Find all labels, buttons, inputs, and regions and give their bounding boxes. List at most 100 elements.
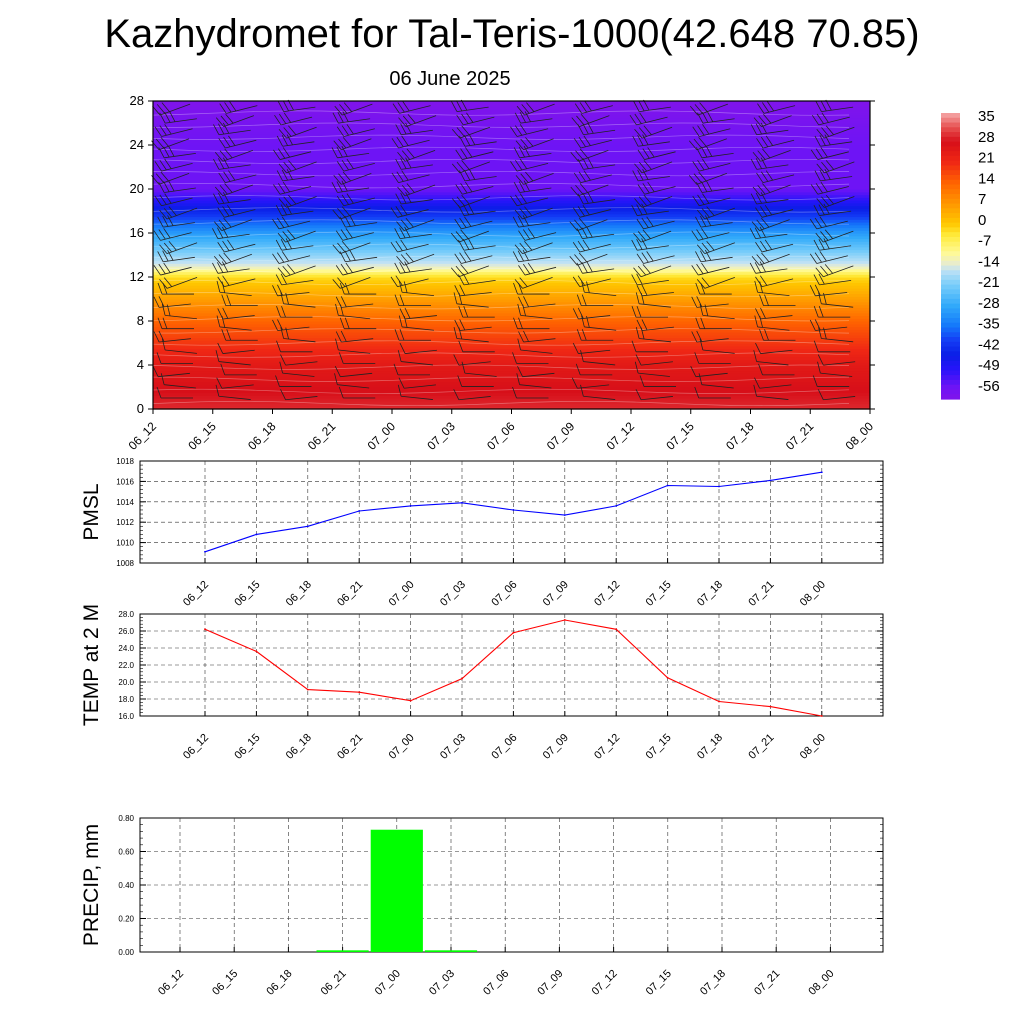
barb-flag — [273, 184, 281, 195]
colorbar-label: 35 — [978, 108, 995, 125]
barb-flag — [463, 306, 469, 318]
wind-barb — [570, 183, 609, 197]
barb-flag — [340, 229, 348, 240]
barb-shaft — [280, 116, 313, 126]
barb-shaft — [397, 243, 429, 253]
barb-flag — [400, 204, 408, 216]
colorbar-swatch — [941, 151, 960, 157]
colorbar-label: 28 — [978, 129, 995, 146]
barb-flag — [760, 307, 766, 319]
barb-flag — [515, 140, 524, 150]
heatmap-band — [153, 235, 870, 240]
wind-barb — [580, 384, 616, 400]
barb-flag — [163, 146, 170, 158]
barb-flag — [581, 227, 588, 239]
barb-flag — [587, 192, 594, 203]
x-tick-label: 06_12 — [156, 968, 186, 998]
barb-flag — [705, 145, 713, 157]
barb-flag — [525, 137, 534, 147]
barb-flag — [642, 169, 649, 180]
barb-flag — [223, 217, 232, 228]
barb-flag — [224, 183, 233, 193]
barb-shaft — [643, 255, 675, 264]
barb-flag — [578, 171, 586, 182]
x-tick-label: 07_21 — [752, 968, 782, 998]
barb-flag — [765, 170, 774, 181]
data-point — [718, 485, 720, 488]
x-tick-label: 08_00 — [798, 732, 828, 762]
heatmap-band — [153, 288, 870, 292]
wind-barb — [397, 148, 436, 162]
barb-flag — [400, 219, 410, 230]
heatmap-band — [153, 211, 870, 215]
barb-flag — [758, 115, 767, 126]
wind-barb — [217, 275, 256, 288]
wind-barb — [157, 317, 194, 330]
x-tick-label: 07_03 — [438, 579, 468, 609]
wind-barb — [213, 122, 251, 136]
wind-barb — [215, 350, 251, 366]
barb-shaft — [164, 384, 196, 389]
heatmap-band — [153, 230, 870, 234]
y-axis-title: PRECIP, mm — [80, 824, 103, 946]
wind-barb — [273, 147, 312, 160]
barb-flag — [342, 137, 351, 147]
y-tick-label: 24.0 — [118, 644, 134, 653]
heatmap-band — [153, 158, 870, 163]
heatmap-band — [153, 376, 870, 380]
barb-flag — [277, 284, 283, 296]
barb-flag — [586, 281, 590, 293]
barb-shaft — [519, 384, 552, 389]
colorbar-label: -21 — [978, 274, 1000, 291]
wind-barb — [631, 340, 668, 353]
barb-flag — [161, 102, 170, 112]
barb-shaft — [523, 338, 556, 343]
barb-flag — [522, 249, 529, 261]
barb-flag — [572, 276, 581, 287]
barb-flag — [760, 136, 769, 148]
barb-flag — [392, 103, 400, 114]
barb-flag — [821, 161, 830, 172]
wind-barb — [631, 273, 669, 286]
colorbar-swatch — [941, 246, 960, 252]
barb-shaft — [815, 292, 848, 297]
barb-flag — [218, 192, 225, 204]
barb-flag — [169, 111, 176, 122]
colorbar-swatch — [941, 198, 960, 205]
barb-flag — [702, 158, 710, 169]
barb-flag — [704, 215, 712, 226]
wind-barb — [637, 147, 676, 160]
wind-barb — [332, 111, 371, 124]
heatmap-band — [153, 172, 870, 176]
y-axis-title: TEMP at 2 M — [80, 604, 103, 726]
barb-shaft — [702, 118, 735, 124]
barb-shaft — [641, 161, 673, 174]
barb-shaft — [159, 303, 191, 308]
barb-flag — [643, 160, 652, 170]
wind-barb — [633, 229, 672, 243]
wind-barb — [458, 203, 496, 216]
barb-flag — [812, 375, 818, 387]
colorbar-label: 21 — [978, 150, 995, 167]
barb-flag — [463, 238, 470, 250]
barb-flag — [337, 111, 344, 123]
barb-flag — [162, 317, 168, 329]
barb-flag — [156, 386, 162, 399]
x-tick-label: 07_12 — [592, 579, 622, 609]
barb-flag — [519, 277, 528, 287]
barb-flag — [157, 251, 164, 262]
wind-barb — [694, 352, 731, 364]
barb-shaft — [277, 326, 310, 331]
barb-flag — [638, 127, 648, 137]
barb-flag — [641, 217, 649, 228]
barb-flag — [634, 198, 643, 208]
barb-flag — [522, 229, 531, 240]
barb-flag — [461, 361, 466, 374]
barb-shaft — [224, 278, 256, 288]
barb-flag — [400, 158, 407, 169]
barb-flag — [750, 158, 758, 170]
barb-shaft — [578, 184, 609, 197]
barb-shaft — [341, 138, 372, 151]
barb-flag — [399, 227, 406, 239]
heatmap-band — [153, 145, 870, 149]
